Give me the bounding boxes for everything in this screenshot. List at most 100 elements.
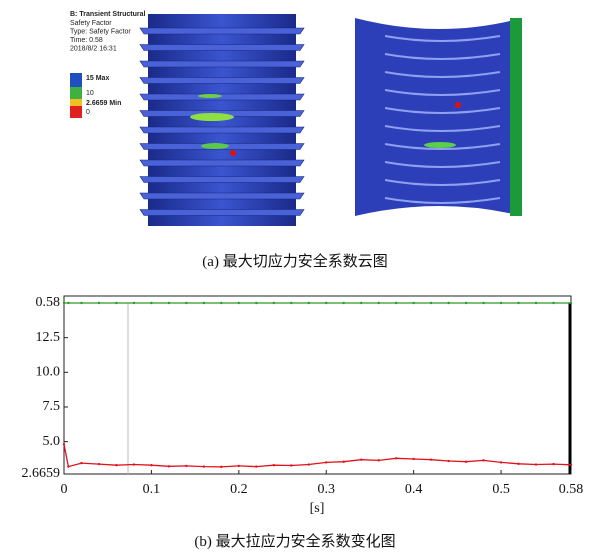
point bbox=[133, 302, 135, 304]
point bbox=[535, 302, 537, 304]
thread bbox=[140, 193, 304, 199]
point bbox=[447, 460, 449, 462]
thread bbox=[140, 61, 304, 67]
point bbox=[238, 302, 240, 304]
legend-title: B: Transient Structural bbox=[70, 11, 146, 18]
point bbox=[500, 461, 502, 463]
x-tick-label: 0.3 bbox=[317, 482, 335, 497]
point bbox=[238, 465, 240, 467]
point bbox=[360, 458, 362, 460]
thread bbox=[140, 210, 304, 216]
point bbox=[343, 302, 345, 304]
thread bbox=[140, 78, 304, 84]
x-axis-label: [s] bbox=[310, 501, 325, 516]
point bbox=[98, 463, 100, 465]
x-tick-label: 0 bbox=[61, 482, 68, 497]
page: {"figure_a":{"legend_title":"B: Transien… bbox=[0, 0, 590, 559]
point bbox=[290, 464, 292, 466]
right-model bbox=[355, 18, 522, 216]
point bbox=[360, 302, 362, 304]
caption-b: (b) 最大拉应力安全系数变化图 bbox=[194, 532, 395, 550]
y-tick-label: 12.5 bbox=[36, 330, 61, 345]
point bbox=[430, 458, 432, 460]
legend-line: 2018/8/2 16:31 bbox=[70, 46, 117, 53]
point bbox=[203, 465, 205, 467]
legend-entry: 2.6659 Min bbox=[86, 100, 121, 107]
series-line bbox=[64, 444, 571, 467]
plot-frame bbox=[64, 296, 571, 474]
point bbox=[447, 302, 449, 304]
point bbox=[412, 302, 414, 304]
point bbox=[290, 302, 292, 304]
legend-line: Time: 0.58 bbox=[70, 37, 103, 44]
point bbox=[80, 302, 82, 304]
point bbox=[500, 302, 502, 304]
point bbox=[325, 461, 327, 463]
point bbox=[273, 464, 275, 466]
point bbox=[552, 302, 554, 304]
x-tick-label: 0.1 bbox=[143, 482, 161, 497]
point bbox=[465, 461, 467, 463]
figure: B: Transient Structural Safety Factor Typ… bbox=[0, 0, 590, 559]
point bbox=[98, 302, 100, 304]
y-tick-label: 10.0 bbox=[36, 365, 61, 380]
point bbox=[465, 302, 467, 304]
point bbox=[255, 465, 257, 467]
point bbox=[412, 458, 414, 460]
legend-line: Type: Safety Factor bbox=[70, 29, 131, 36]
thread bbox=[140, 28, 304, 34]
y-tick-label: 5.0 bbox=[43, 434, 61, 449]
point bbox=[150, 302, 152, 304]
point bbox=[308, 463, 310, 465]
point bbox=[115, 302, 117, 304]
point bbox=[535, 463, 537, 465]
point bbox=[273, 302, 275, 304]
point bbox=[482, 459, 484, 461]
point bbox=[185, 302, 187, 304]
point bbox=[377, 302, 379, 304]
x-tick-label: 0.2 bbox=[230, 482, 248, 497]
thread bbox=[140, 45, 304, 51]
x-tick-label: 0.4 bbox=[405, 482, 423, 497]
point bbox=[203, 302, 205, 304]
thread bbox=[140, 160, 304, 166]
x-tick-label: 0.58 bbox=[559, 482, 584, 497]
caption-a: (a) 最大切应力安全系数云图 bbox=[202, 252, 387, 270]
point bbox=[63, 443, 65, 445]
x-tick-label: 0.5 bbox=[492, 482, 510, 497]
point bbox=[377, 459, 379, 461]
point bbox=[185, 465, 187, 467]
point bbox=[115, 464, 117, 466]
point bbox=[325, 302, 327, 304]
point bbox=[517, 302, 519, 304]
thread bbox=[140, 94, 304, 100]
point bbox=[308, 302, 310, 304]
thread bbox=[140, 177, 304, 183]
thread bbox=[140, 127, 304, 133]
point bbox=[552, 463, 554, 465]
left-model bbox=[140, 14, 304, 226]
point bbox=[80, 462, 82, 464]
point bbox=[255, 302, 257, 304]
legend-entry: 10 bbox=[86, 90, 94, 97]
legend-line: Safety Factor bbox=[70, 20, 112, 27]
point bbox=[150, 464, 152, 466]
legend-entry: 15 Max bbox=[86, 75, 109, 82]
point bbox=[168, 465, 170, 467]
point bbox=[395, 302, 397, 304]
point bbox=[220, 302, 222, 304]
point bbox=[570, 464, 572, 466]
point bbox=[67, 302, 69, 304]
y-tick-label: 7.5 bbox=[43, 399, 61, 414]
point bbox=[220, 466, 222, 468]
point bbox=[67, 465, 69, 467]
point bbox=[133, 463, 135, 465]
point bbox=[63, 302, 65, 304]
point bbox=[482, 302, 484, 304]
point bbox=[395, 457, 397, 459]
point bbox=[570, 302, 572, 304]
point bbox=[168, 302, 170, 304]
point bbox=[430, 302, 432, 304]
y-tick-label: 2.6659 bbox=[22, 466, 61, 481]
point bbox=[517, 463, 519, 465]
